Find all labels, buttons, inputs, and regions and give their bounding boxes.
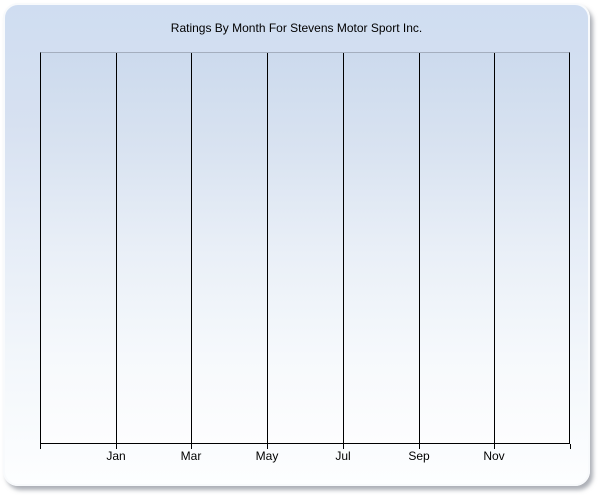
x-axis-tick <box>40 444 41 449</box>
x-axis-label: Jul <box>335 449 351 463</box>
x-axis-label: May <box>255 449 279 463</box>
x-gridline <box>494 53 495 443</box>
chart-panel: Ratings By Month For Stevens Motor Sport… <box>3 3 590 486</box>
x-gridline <box>419 53 420 443</box>
x-axis-ticks <box>40 444 571 450</box>
x-axis-tick <box>570 444 571 449</box>
x-gridline <box>343 53 344 443</box>
x-axis-tick <box>419 444 420 449</box>
x-axis-tick <box>191 444 192 449</box>
x-axis-tick <box>116 444 117 449</box>
chart-title: Ratings By Month For Stevens Motor Sport… <box>170 21 423 35</box>
x-axis-label: Mar <box>180 449 202 463</box>
x-axis-label: Jan <box>106 449 126 463</box>
x-axis-tick <box>267 444 268 449</box>
x-axis-label: Sep <box>408 449 430 463</box>
plot-area <box>40 52 570 444</box>
x-axis-tick <box>494 444 495 449</box>
x-axis-tick <box>343 444 344 449</box>
x-gridline <box>116 53 117 443</box>
x-axis-label: Nov <box>483 449 505 463</box>
x-gridline <box>191 53 192 443</box>
x-axis-labels: Jan Mar May Jul Sep Nov <box>5 449 588 465</box>
x-gridline <box>267 53 268 443</box>
